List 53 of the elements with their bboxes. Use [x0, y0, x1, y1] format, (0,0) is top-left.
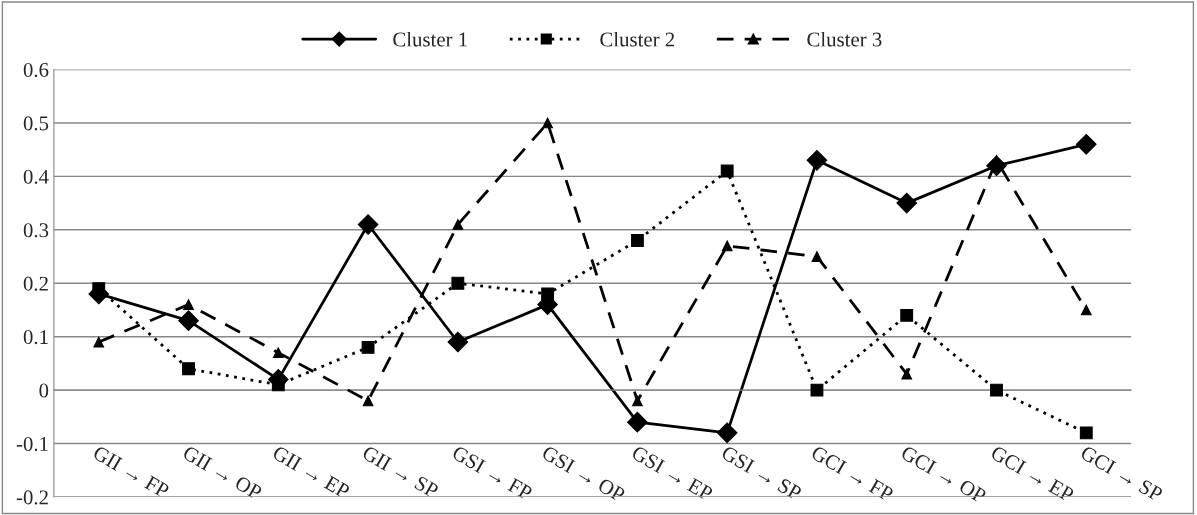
x-tick-label: GCI → EP	[989, 445, 1075, 503]
point	[542, 117, 554, 129]
point	[990, 383, 1003, 397]
y-tick-label: 0.5	[23, 116, 49, 131]
x-tick-label: GSI → FP	[451, 445, 533, 501]
x-tick-label: GSI → EP	[630, 445, 714, 502]
point	[362, 395, 374, 407]
y-tick-label: 0.2	[23, 276, 48, 291]
point	[182, 362, 195, 376]
point	[541, 287, 555, 301]
x-tick-label: GCI → SP	[1079, 445, 1164, 502]
point	[627, 411, 648, 433]
point	[721, 240, 733, 252]
x-tick-label: GII → SP	[361, 445, 440, 499]
point	[1080, 304, 1092, 316]
point	[361, 340, 375, 354]
x-tick-label: GSI → OP	[541, 445, 626, 503]
y-tick-label: 0.6	[23, 62, 49, 78]
x-tick-label: GII → OP	[181, 445, 263, 500]
point	[632, 395, 643, 407]
point	[806, 150, 828, 171]
point	[720, 164, 734, 178]
point	[810, 383, 824, 397]
point	[178, 310, 199, 331]
x-tick-label: GII → EP	[271, 445, 351, 499]
x-tick-label: GII → FP	[92, 445, 170, 499]
x-tick-label: GCI → FP	[810, 445, 895, 502]
point	[896, 192, 918, 214]
point	[811, 251, 823, 262]
y-tick-label: -0.2	[16, 490, 48, 505]
x-tick-label: GCI → OP	[900, 445, 987, 504]
x-tick-label: GSI → SP	[720, 445, 803, 501]
y-tick-label: 0	[39, 383, 49, 398]
y-tick-label: 0.1	[23, 330, 48, 345]
y-tick-label: 0.3	[23, 223, 49, 238]
point	[183, 299, 194, 310]
point	[1075, 133, 1097, 155]
y-tick-label: -0.1	[16, 436, 48, 452]
legend-label: Cluster 2	[600, 31, 675, 47]
point	[272, 347, 284, 359]
point	[630, 234, 644, 247]
point	[716, 422, 738, 444]
point	[901, 368, 913, 380]
y-tick-label: 0.4	[23, 169, 49, 184]
point	[451, 276, 465, 290]
point	[1079, 426, 1093, 440]
point	[447, 331, 469, 353]
point	[93, 336, 105, 348]
point	[357, 214, 379, 235]
point	[452, 219, 464, 230]
legend-label: Cluster 3	[807, 31, 882, 47]
legend-label: Cluster 1	[393, 31, 467, 47]
point	[900, 308, 914, 322]
